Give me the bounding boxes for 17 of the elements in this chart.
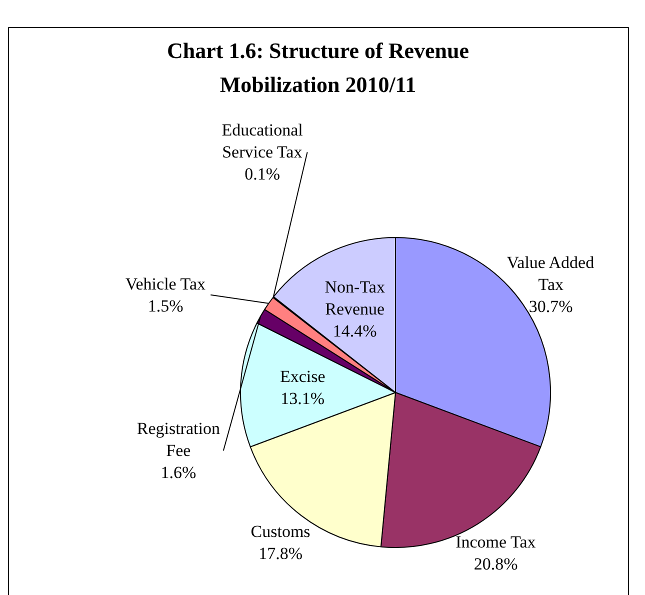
data-label: 1.6%: [160, 463, 196, 482]
slice-label: Educational Service Tax: [222, 120, 304, 162]
slice-label: Income Tax: [456, 532, 536, 552]
slice-label: Non-Tax Revenue: [324, 277, 386, 318]
data-label: 13.1%: [280, 389, 325, 408]
data-label: 20.8%: [474, 554, 518, 574]
data-label: 30.7%: [528, 297, 573, 316]
data-label: 1.5%: [148, 296, 184, 316]
slice-label: Excise: [280, 367, 326, 386]
chart-title: Chart 1.6: Structure of Revenue Mobilization 2010/11: [166, 38, 470, 97]
slice-label: Registration Fee: [136, 419, 220, 460]
data-label: 0.1%: [244, 164, 280, 184]
slice-label: Vehicle Tax: [125, 274, 206, 294]
data-label: 17.8%: [258, 544, 303, 564]
slice-label: Customs: [250, 522, 310, 542]
data-label: 14.4%: [332, 321, 377, 340]
slice-label: Value Added Tax: [506, 253, 595, 294]
